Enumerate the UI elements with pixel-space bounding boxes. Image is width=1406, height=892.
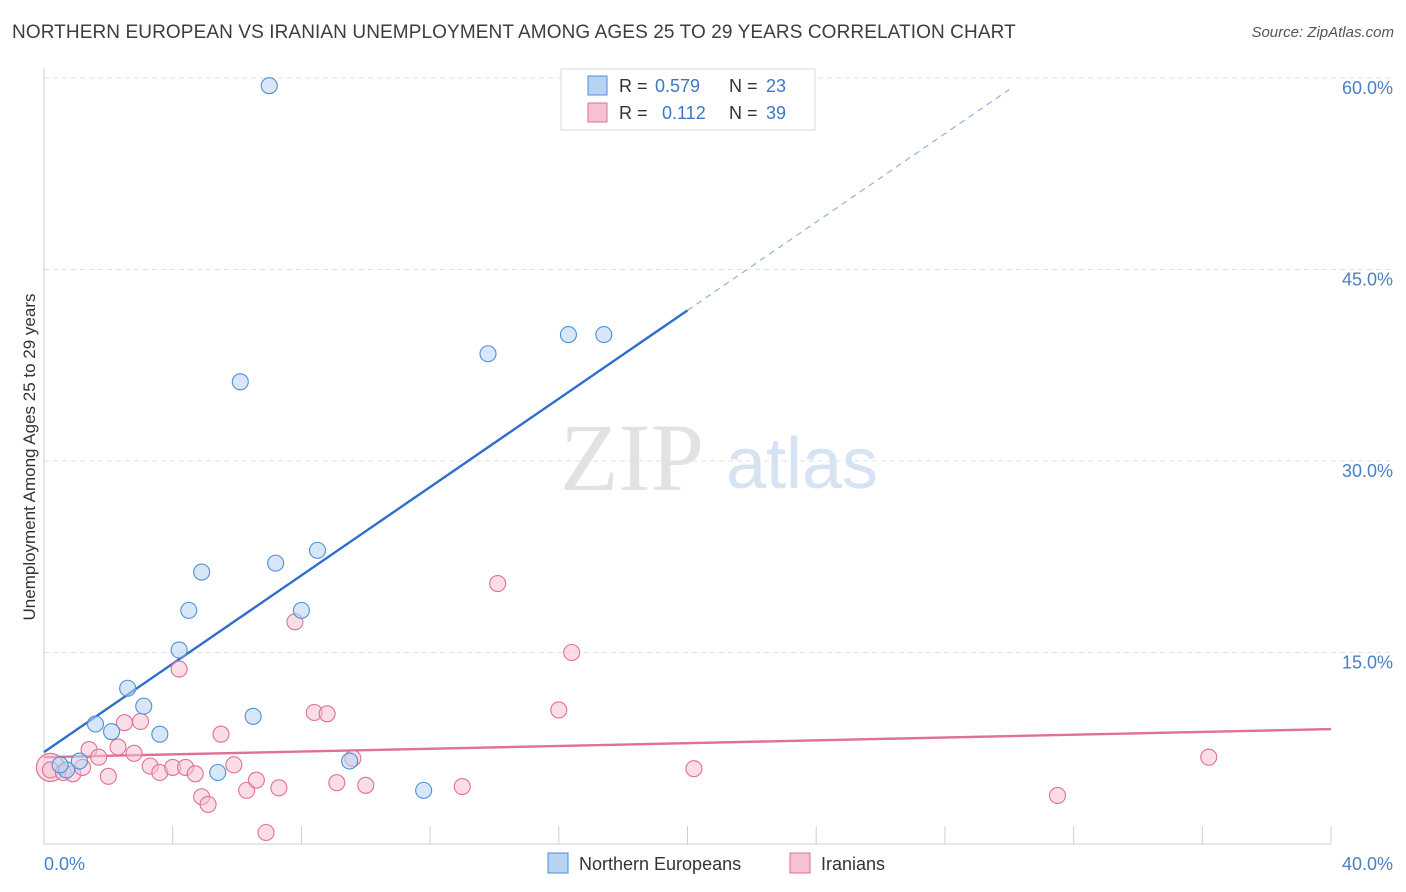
- point-northern: [479, 345, 497, 363]
- x-ticks: [172, 826, 1332, 844]
- legend-label-iranian: Iranians: [821, 854, 885, 874]
- trend-line-northern: [43, 309, 689, 754]
- chart-title: NORTHERN EUROPEAN VS IRANIAN UNEMPLOYMEN…: [12, 22, 1016, 43]
- point-northern: [119, 679, 137, 697]
- x-tick-label-max: 40.0%: [1342, 854, 1393, 874]
- point-northern: [86, 715, 105, 733]
- point-northern: [170, 641, 188, 659]
- point-northern: [415, 781, 433, 799]
- point-iranian: [489, 575, 507, 593]
- point-iranian: [131, 712, 150, 730]
- point-northern: [244, 707, 262, 725]
- point-northern: [267, 554, 285, 572]
- watermark-atlas: atlas: [726, 424, 878, 504]
- point-iranian: [125, 744, 143, 762]
- point-iranian: [257, 823, 275, 842]
- stats-r-value-iranian: 0.112: [662, 103, 706, 123]
- point-iranian: [563, 643, 581, 662]
- stats-n-label-northern: N =: [729, 76, 758, 96]
- stats-swatch-iranian: [587, 102, 608, 123]
- point-iranian: [109, 738, 127, 756]
- point-iranian: [270, 779, 288, 797]
- point-iranian: [1200, 748, 1218, 766]
- point-northern: [595, 326, 613, 344]
- point-iranian: [685, 760, 703, 778]
- y-axis-label: Unemployment Among Ages 25 to 29 years: [20, 294, 39, 621]
- grid-lines: [44, 77, 1392, 653]
- stats-n-value-northern: 23: [766, 76, 786, 96]
- point-northern: [260, 77, 278, 95]
- watermark-zip: ZIP: [560, 404, 704, 511]
- legend-swatch-northern: [547, 852, 569, 874]
- point-northern: [193, 563, 211, 581]
- point-iranian: [90, 748, 108, 766]
- data-points: [35, 77, 1218, 842]
- trend-lines: [43, 88, 1332, 759]
- y-tick-labels: 15.0% 30.0% 45.0% 60.0%: [1342, 78, 1393, 673]
- point-iranian: [328, 774, 346, 792]
- point-iranian: [318, 705, 336, 723]
- watermark: ZIP atlas: [560, 404, 878, 511]
- point-northern: [70, 752, 88, 770]
- point-northern: [308, 541, 327, 559]
- point-northern: [135, 697, 153, 715]
- stats-r-label-iranian: R =: [619, 103, 648, 123]
- trend-line-iranian: [43, 727, 1332, 759]
- point-iranian: [357, 776, 375, 794]
- point-iranian: [225, 756, 243, 774]
- point-iranian: [247, 771, 265, 789]
- x-tick-labels: 0.0% 40.0%: [44, 854, 1393, 874]
- point-iranian: [186, 765, 204, 783]
- stats-n-label-iranian: N =: [729, 103, 758, 123]
- legend-label-northern: Northern Europeans: [579, 854, 741, 874]
- y-tick-label: 30.0%: [1342, 461, 1393, 481]
- point-northern: [559, 326, 578, 344]
- point-iranian: [170, 660, 188, 678]
- point-iranian: [99, 767, 117, 785]
- point-iranian: [550, 701, 568, 719]
- point-iranian: [199, 795, 217, 813]
- legend-swatch-iranian: [789, 852, 811, 874]
- point-northern: [292, 601, 310, 619]
- point-iranian: [453, 777, 471, 796]
- point-northern: [151, 725, 169, 743]
- y-tick-label: 45.0%: [1342, 270, 1393, 290]
- point-iranian: [1048, 786, 1067, 805]
- point-northern: [180, 601, 198, 619]
- stats-r-value-northern: 0.579: [655, 76, 700, 96]
- series-legend: Northern Europeans Iranians: [547, 852, 885, 874]
- y-tick-label: 15.0%: [1342, 653, 1393, 673]
- point-northern: [231, 373, 249, 391]
- point-iranian: [212, 725, 230, 743]
- point-northern: [341, 752, 359, 770]
- x-tick-label-min: 0.0%: [44, 854, 85, 874]
- stats-legend: R = 0.579 N = 23 R = 0.112 N = 39: [560, 68, 816, 131]
- source-credit: Source: ZipAtlas.com: [1251, 24, 1394, 41]
- point-northern: [51, 756, 69, 774]
- point-northern: [103, 723, 121, 741]
- y-tick-label: 60.0%: [1342, 78, 1393, 98]
- stats-swatch-northern: [587, 75, 608, 96]
- stats-n-value-iranian: 39: [766, 103, 786, 123]
- point-northern: [209, 763, 227, 782]
- stats-r-label-northern: R =: [619, 76, 648, 96]
